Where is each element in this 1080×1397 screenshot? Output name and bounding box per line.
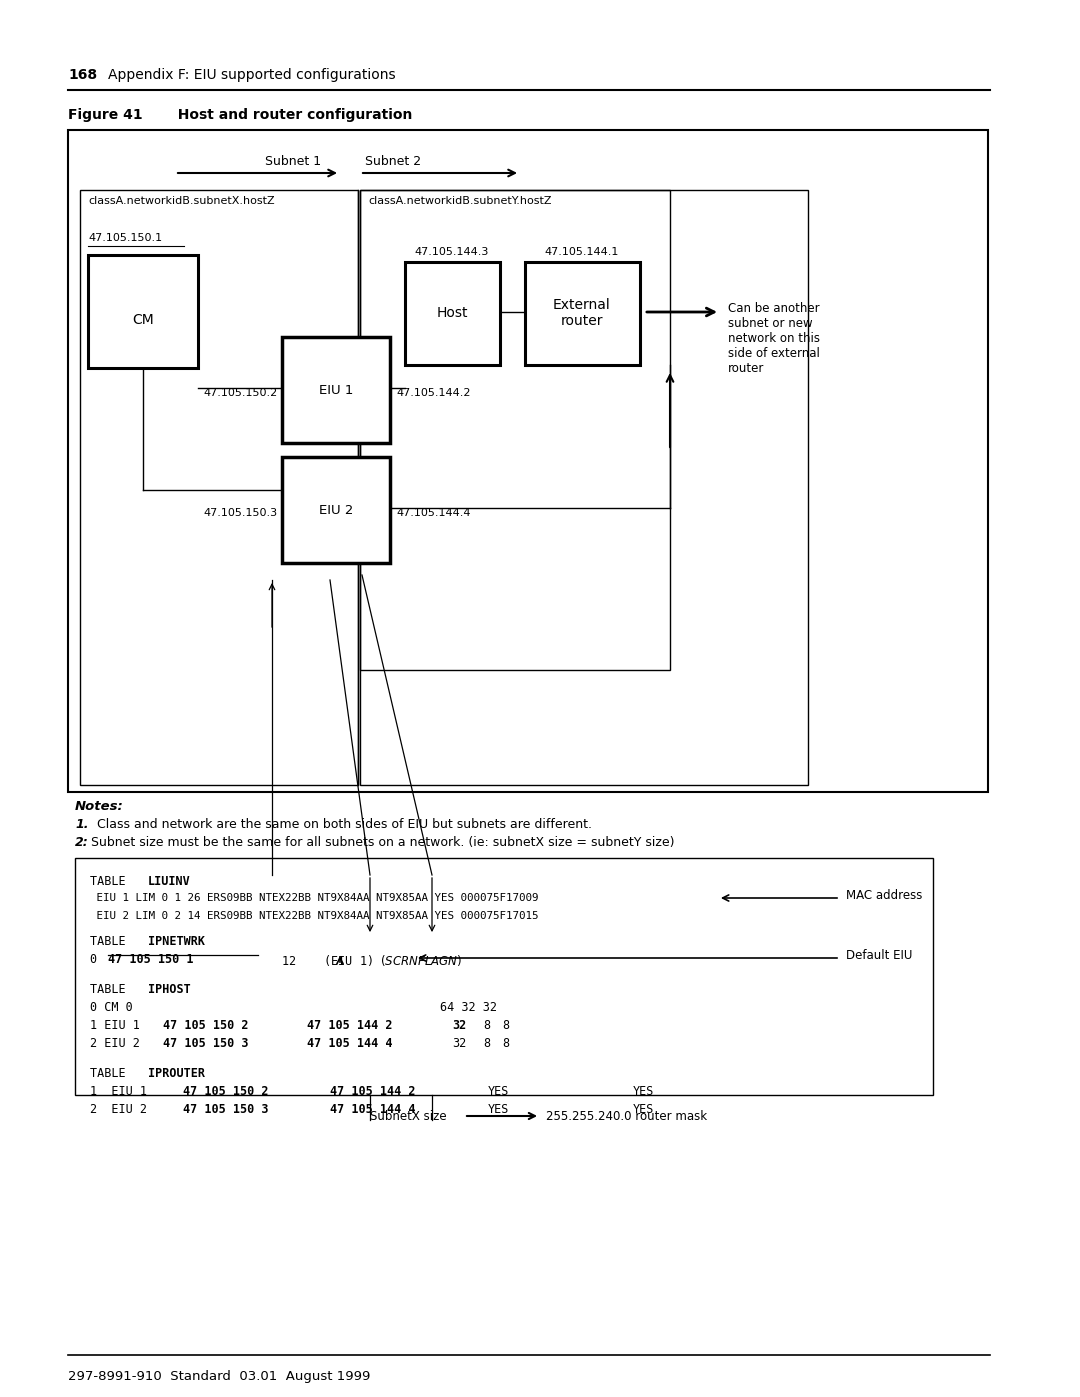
Text: YES: YES	[488, 1085, 510, 1098]
Text: 2 EIU 2: 2 EIU 2	[90, 1037, 147, 1051]
Text: YES: YES	[633, 1085, 654, 1098]
Text: classA.networkidB.subnetX.hostZ: classA.networkidB.subnetX.hostZ	[87, 196, 274, 205]
Text: YES: YES	[488, 1104, 510, 1116]
Text: EIU 2 LIM 0 2 14 ERS09BB NTEX22BB NT9X84AA NT9X85AA YES 000075F17015: EIU 2 LIM 0 2 14 ERS09BB NTEX22BB NT9X84…	[90, 911, 539, 921]
Text: IPNETWRK: IPNETWRK	[148, 935, 205, 949]
Text: TABLE: TABLE	[90, 1067, 133, 1080]
Text: classA.networkidB.subnetY.hostZ: classA.networkidB.subnetY.hostZ	[368, 196, 552, 205]
Bar	[360, 190, 670, 671]
Text: 64 32 32: 64 32 32	[440, 1002, 497, 1014]
Text: 1 EIU 1: 1 EIU 1	[90, 1018, 147, 1032]
Text: 47.105.144.1: 47.105.144.1	[544, 247, 619, 257]
Text: 2:: 2:	[75, 835, 89, 849]
Text: Host and router configuration: Host and router configuration	[168, 108, 413, 122]
Bar	[405, 263, 500, 365]
Bar	[100, 258, 210, 374]
Text: 47.105.144.4: 47.105.144.4	[396, 509, 471, 518]
Text: EIU 1: EIU 1	[319, 384, 353, 397]
Text: Subnet 1: Subnet 1	[265, 155, 321, 168]
Text: 12    (EIU 1) $ (SCRNFLAG N) $: 12 (EIU 1) $ (SCRNFLAG N) $	[260, 953, 462, 968]
Text: 1.: 1.	[75, 819, 89, 831]
Text: Figure 41: Figure 41	[68, 108, 143, 122]
Text: 47.105.150.3: 47.105.150.3	[204, 509, 278, 518]
Bar	[282, 457, 390, 563]
Bar	[532, 268, 647, 372]
Bar	[87, 256, 198, 367]
Bar	[80, 190, 357, 785]
Bar	[75, 858, 933, 1095]
Text: 47 105 150 2: 47 105 150 2	[183, 1085, 269, 1098]
Text: 8: 8	[502, 1037, 509, 1051]
Bar	[68, 130, 988, 792]
Text: 47.105.150.1: 47.105.150.1	[87, 233, 162, 243]
Text: TABLE: TABLE	[90, 983, 133, 996]
Text: 1  EIU 1: 1 EIU 1	[90, 1085, 161, 1098]
Text: 47 105 144 4: 47 105 144 4	[330, 1104, 416, 1116]
Text: IPROUTER: IPROUTER	[148, 1067, 205, 1080]
Text: Host: Host	[436, 306, 468, 320]
Text: Subnet 2: Subnet 2	[365, 155, 421, 168]
Text: 2  EIU 2: 2 EIU 2	[90, 1104, 161, 1116]
Text: 8: 8	[483, 1018, 490, 1032]
Bar	[525, 263, 640, 365]
Text: 47.105.144.2: 47.105.144.2	[396, 388, 471, 398]
Text: External
router: External router	[553, 298, 611, 328]
Text: Appendix F: EIU supported configurations: Appendix F: EIU supported configurations	[108, 68, 395, 82]
Bar	[360, 190, 808, 785]
Text: SubnetX size: SubnetX size	[370, 1111, 447, 1123]
Text: Can be another
subnet or new
network on this
side of external
router: Can be another subnet or new network on …	[728, 302, 820, 374]
Text: Notes:: Notes:	[75, 800, 124, 813]
Text: 47 105 150 3: 47 105 150 3	[163, 1037, 248, 1051]
Text: LIUINV: LIUINV	[148, 875, 191, 888]
Bar	[411, 268, 507, 372]
Text: 297-8991-910  Standard  03.01  August 1999: 297-8991-910 Standard 03.01 August 1999	[68, 1370, 370, 1383]
Text: 47 105 144 2: 47 105 144 2	[307, 1018, 392, 1032]
Text: EIU 1 LIM 0 1 26 ERS09BB NTEX22BB NT9X84AA NT9X85AA YES 000075F17009: EIU 1 LIM 0 1 26 ERS09BB NTEX22BB NT9X84…	[90, 893, 539, 902]
Text: 47 105 144 2: 47 105 144 2	[330, 1085, 416, 1098]
Text: Subnet size must be the same for all subnets on a network. (ie: subnetX size = s: Subnet size must be the same for all sub…	[91, 835, 675, 849]
Text: 32: 32	[453, 1018, 467, 1032]
Bar	[291, 462, 399, 569]
Text: TABLE: TABLE	[90, 875, 133, 888]
Text: 168: 168	[68, 68, 97, 82]
Text: 8: 8	[483, 1037, 490, 1051]
Text: 47 105 144 4: 47 105 144 4	[307, 1037, 392, 1051]
Text: YES: YES	[633, 1104, 654, 1116]
Text: EIU 2: EIU 2	[319, 503, 353, 517]
Text: 255.255.240.0 router mask: 255.255.240.0 router mask	[546, 1111, 707, 1123]
Text: IPHOST: IPHOST	[148, 983, 191, 996]
Text: 47.105.144.3: 47.105.144.3	[415, 247, 489, 257]
Bar	[282, 337, 390, 443]
Text: 47 105 150 2: 47 105 150 2	[163, 1018, 248, 1032]
Text: Default EIU: Default EIU	[846, 949, 913, 963]
Text: 0 CM 0: 0 CM 0	[90, 1002, 133, 1014]
Text: 0: 0	[90, 953, 105, 965]
Text: 47.105.150.2: 47.105.150.2	[204, 388, 278, 398]
Text: MAC address: MAC address	[846, 888, 922, 902]
Text: CM: CM	[132, 313, 153, 327]
Text: TABLE: TABLE	[90, 935, 133, 949]
Text: Class and network are the same on both sides of EIU but subnets are different.: Class and network are the same on both s…	[97, 819, 592, 831]
Bar	[291, 344, 399, 448]
Text: 32: 32	[453, 1037, 467, 1051]
Text: 8: 8	[502, 1018, 509, 1032]
Text: 47 105 150 1: 47 105 150 1	[108, 953, 193, 965]
Text: 47 105 150 3: 47 105 150 3	[183, 1104, 269, 1116]
